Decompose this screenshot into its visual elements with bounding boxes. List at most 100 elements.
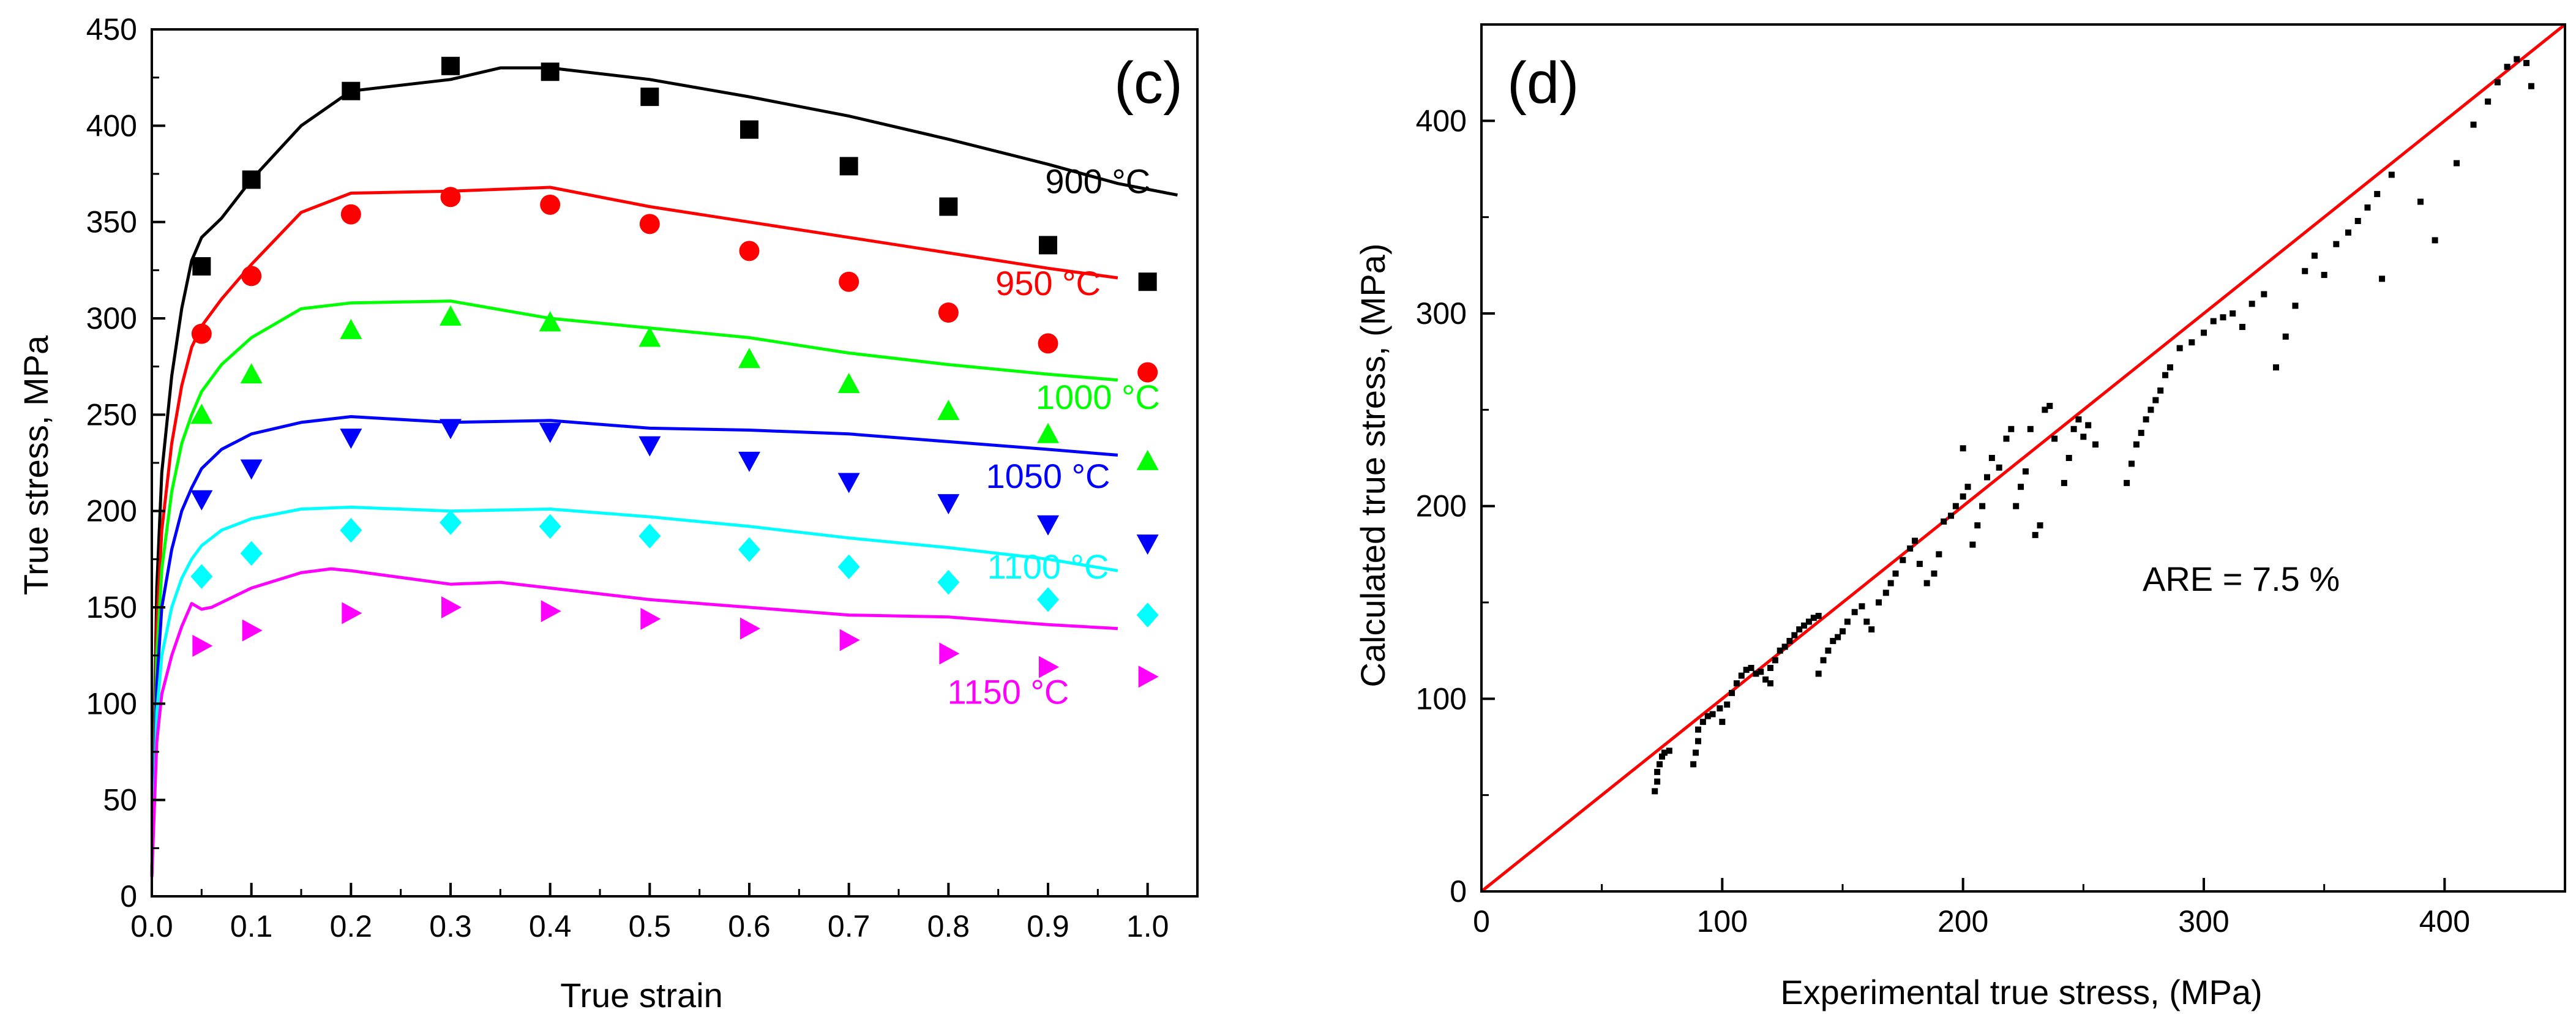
c-curve-1150 <box>150 567 1118 877</box>
c-marker-1150 <box>541 600 561 623</box>
c-marker-1100 <box>738 537 760 562</box>
c-series-label-900: 900 °C <box>1045 162 1150 200</box>
c-curve-1100 <box>150 505 1118 877</box>
d-x-axis-ticks: 0 100 200 300 400 <box>1473 878 2566 939</box>
c-marker-1100 <box>240 541 263 566</box>
c-marker-1000 <box>1136 449 1159 470</box>
d-scatter-point <box>1876 599 1882 605</box>
c-marker-1050 <box>1037 515 1059 536</box>
d-scatter-point <box>1654 768 1661 775</box>
c-marker-900 <box>640 88 659 107</box>
c-marker-950 <box>639 214 660 234</box>
c-marker-900 <box>242 170 261 189</box>
c-marker-1150 <box>740 617 760 640</box>
c-marker-1000 <box>190 403 213 424</box>
d-scatter-points-layer <box>1652 56 2534 795</box>
d-scatter-point <box>2162 372 2169 378</box>
d-scatter-point <box>1825 647 1832 654</box>
d-scatter-point <box>2037 522 2043 529</box>
d-y-tick-label: 400 <box>1416 103 1467 138</box>
d-scatter-point <box>2008 426 2015 432</box>
c-y-tick-label: 100 <box>86 686 137 721</box>
d-scatter-point <box>1996 464 2002 471</box>
c-y-tick-label: 300 <box>86 301 137 336</box>
c-marker-900 <box>1138 272 1157 291</box>
c-marker-900 <box>939 197 958 216</box>
d-scatter-point <box>2157 387 2164 394</box>
c-series-label-1000: 1000 °C <box>1036 378 1160 416</box>
d-scatter-point <box>2013 503 2020 509</box>
c-y-tick-label: 250 <box>86 397 137 432</box>
c-marker-950 <box>739 241 760 261</box>
d-scatter-point <box>2528 83 2534 89</box>
d-x-tick-label: 200 <box>1938 904 1988 939</box>
d-scatter-point <box>1964 484 1971 490</box>
d-scatter-point <box>2129 460 2135 467</box>
c-marker-1150 <box>441 596 462 618</box>
c-marker-1050 <box>738 451 760 472</box>
c-marker-1100 <box>638 523 661 549</box>
c-x-tick-label: 0.4 <box>529 909 572 943</box>
c-markers-layer <box>190 56 1159 688</box>
c-marker-950 <box>241 266 262 287</box>
d-scatter-point <box>1659 753 1665 760</box>
d-scatter-point <box>2143 416 2149 423</box>
d-scatter-point <box>1791 632 1798 639</box>
d-scatter-point <box>1657 761 1663 768</box>
d-scatter-point <box>1695 726 1701 733</box>
d-scatter-point <box>1767 680 1773 687</box>
c-marker-950 <box>191 323 212 344</box>
d-plot-frame <box>1480 23 2566 893</box>
d-scatter-point <box>2051 435 2058 442</box>
d-scatter-point <box>1936 551 1942 558</box>
d-scatter-point <box>1840 628 1846 635</box>
d-scatter-point <box>2248 301 2255 307</box>
d-y-axis-title: Calculated true stress, (MPa) <box>1354 243 1392 687</box>
c-marker-1100 <box>539 514 561 539</box>
c-marker-1000 <box>638 326 661 347</box>
d-scatter-point <box>2046 403 2053 410</box>
c-x-tick-label: 0.8 <box>927 909 970 943</box>
d-scatter-point <box>1729 689 1735 696</box>
d-y-tick-label: 300 <box>1416 296 1467 331</box>
c-y-tick-label: 150 <box>86 590 137 624</box>
d-scatter-point <box>2432 237 2438 244</box>
d-scatter-point <box>2003 435 2010 442</box>
d-x-tick-label: 400 <box>2419 904 2470 939</box>
d-scatter-point <box>1695 738 1701 744</box>
c-marker-1100 <box>440 510 462 535</box>
d-scatter-point <box>1912 538 1918 544</box>
c-marker-1000 <box>539 311 561 332</box>
panel-c-stress-strain-chart: 0.0 0.1 0.2 0.3 0.4 0.5 0.6 0.7 0.8 0.9 1.0 0 50 100… <box>17 12 1199 1014</box>
d-scatter-point <box>2152 397 2159 403</box>
d-scatter-point <box>2345 229 2351 236</box>
d-are-annotation: ARE = 7.5 % <box>2143 560 2340 598</box>
c-marker-1000 <box>1037 422 1059 443</box>
c-x-tick-label: 0.2 <box>330 909 373 943</box>
c-x-tick-label: 0.6 <box>728 909 771 943</box>
c-marker-950 <box>340 204 361 225</box>
c-marker-1100 <box>837 554 860 580</box>
c-series-label-950: 950 °C <box>995 264 1101 302</box>
c-marker-950 <box>440 187 461 208</box>
c-marker-1100 <box>937 569 960 595</box>
d-scatter-point <box>1781 643 1788 650</box>
c-x-tick-label: 0.0 <box>130 909 173 943</box>
d-scatter-point <box>2075 416 2082 423</box>
d-x-tick-label: 0 <box>1473 904 1490 939</box>
d-scatter-point <box>2354 217 2361 224</box>
d-scatter-point <box>2201 329 2207 336</box>
d-scatter-point <box>2085 422 2092 429</box>
c-marker-1000 <box>937 400 960 421</box>
d-scatter-point <box>2188 339 2195 346</box>
d-scatter-point <box>2454 160 2460 167</box>
c-marker-1000 <box>340 318 362 339</box>
d-scatter-point <box>2292 302 2299 309</box>
panel-d-parity-chart: 0 100 200 300 400 0 100 200 300 400 (d) ARE = 7.… <box>1354 23 2566 1011</box>
c-marker-900 <box>541 62 560 81</box>
d-scatter-point <box>2065 455 2072 461</box>
d-scatter-point <box>1758 669 1764 675</box>
c-x-axis-ticks: 0.0 0.1 0.2 0.3 0.4 0.5 0.6 0.7 0.8 0.9 1.0 <box>130 883 1169 943</box>
d-scatter-point <box>1952 503 1959 509</box>
d-scatter-point <box>1923 580 1930 587</box>
